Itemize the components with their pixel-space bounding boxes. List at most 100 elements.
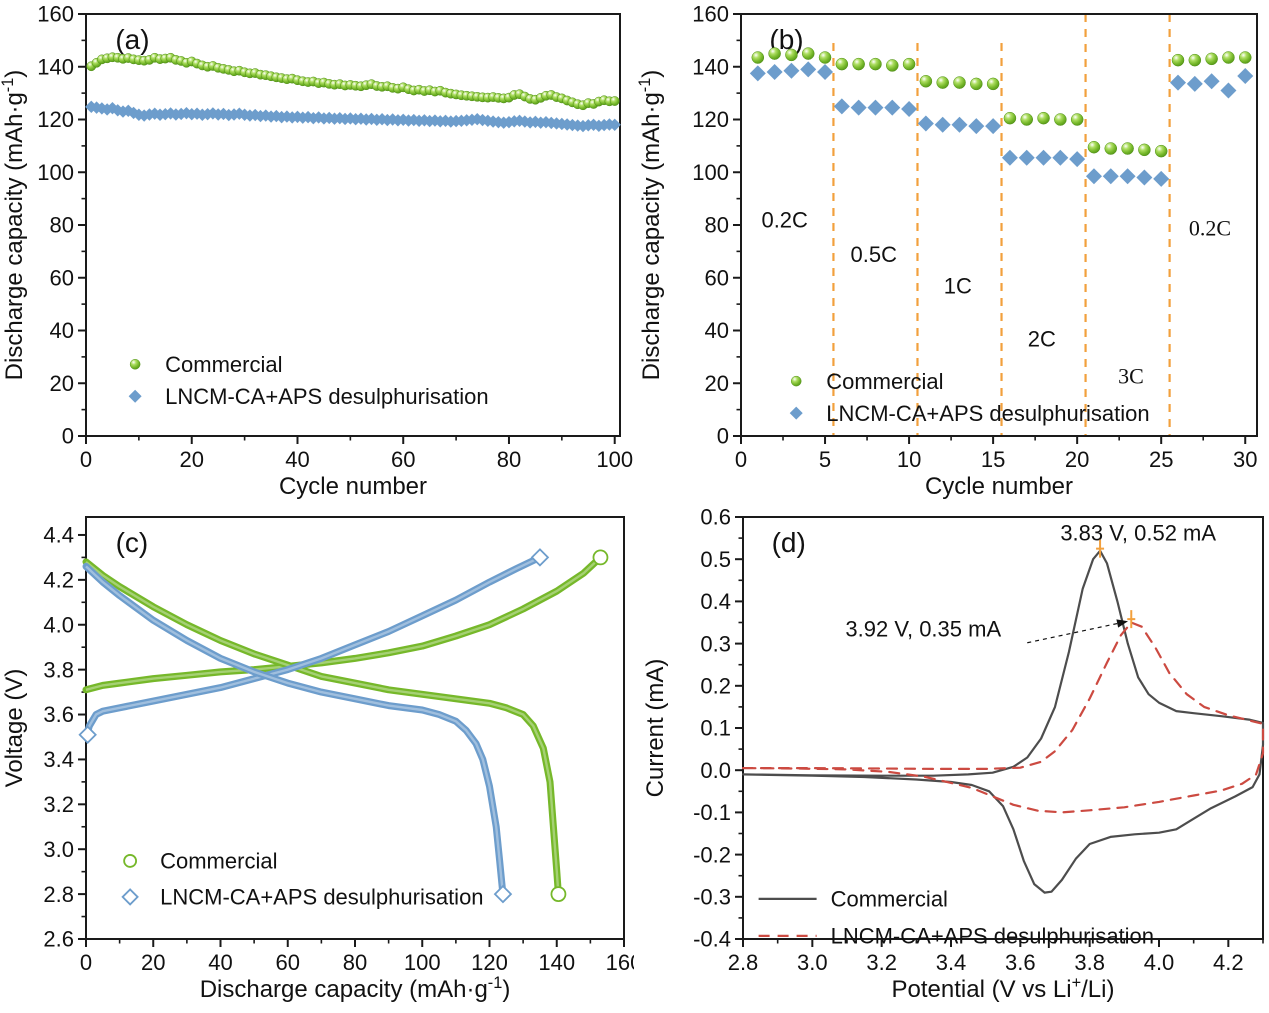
x-tick-label: 30	[1233, 447, 1257, 472]
marker-diamond	[1186, 75, 1203, 92]
marker-sphere	[902, 57, 916, 71]
rate-dividers	[832, 14, 1171, 436]
x-tick-label: 40	[208, 950, 232, 975]
marker-sphere	[1205, 52, 1218, 66]
y-tick-label: 80	[705, 213, 729, 238]
marker-diamond	[1203, 73, 1220, 90]
x-tick-label: 0	[80, 447, 92, 472]
marker-sphere	[1104, 142, 1118, 155]
y-tick-label: 0	[717, 424, 729, 449]
x-tick-label: 3.0	[797, 950, 828, 975]
rate-label: 3C	[1118, 363, 1144, 388]
y-tick-label: 80	[50, 213, 74, 238]
marker-diamond	[901, 100, 918, 117]
x-tick-label: 60	[276, 950, 300, 975]
marker-sphere	[1188, 53, 1202, 67]
y-tick-label: 160	[692, 2, 729, 27]
marker-sphere	[869, 57, 882, 71]
legend: Commercial LNCM-CA+APS desulphurisation	[758, 887, 1154, 949]
marker-sphere	[970, 77, 983, 91]
series-lncm-ca-aps-discharge	[82, 562, 507, 898]
panel-letter: (c)	[116, 527, 149, 558]
x-tick-label: 0	[80, 950, 92, 975]
rate-label: 2C	[1028, 326, 1056, 351]
legend-label: Commercial	[160, 849, 277, 874]
x-tick-label: 4.0	[1144, 950, 1175, 975]
panel-c-chart: 0 20 40 60 80 100 120 140 160 2.6 2.8 3.0 3.2 3.4 3.6 3…	[1, 516, 634, 1003]
marker-diamond	[1052, 149, 1069, 166]
marker-diamond	[1085, 168, 1102, 185]
panel-d: 2.8 3.0 3.2 3.4 3.6 3.8 4.0 4.2 -0.4 -0.3 -0.2 -0.1…	[635, 507, 1269, 1013]
marker-diamond	[1001, 149, 1018, 166]
marker-diamond	[587, 118, 600, 131]
y-tick-label: -0.4	[693, 927, 731, 952]
y-axis-title: Discharge capacity (mAh·g-1)	[0, 70, 28, 381]
marker-sphere	[986, 77, 1000, 91]
x-tick-label: 80	[343, 950, 367, 975]
y-tick-label: 0.1	[700, 716, 731, 741]
y-tick-label: 2.8	[43, 882, 74, 907]
panel-c: 0 20 40 60 80 100 120 140 160 2.6 2.8 3.0 3.2 3.4 3.6 3…	[0, 507, 634, 1013]
y-axis: 2.6 2.8 3.0 3.2 3.4 3.6 3.8 4.0 4.2 4.4	[43, 523, 86, 952]
marker-diamond	[1035, 149, 1052, 166]
marker-sphere	[1020, 113, 1033, 126]
marker-diamond-open	[530, 548, 550, 567]
panel-b: 0 5 10 15 20 25 30 0 20 40 60 80 100 120 140 160 Cycle n…	[635, 0, 1269, 506]
y-tick-label: 3.4	[43, 747, 74, 772]
x-tick-label: 40	[285, 447, 309, 472]
panel-a: 0 20 40 60 80 100 0 20 40 60 80 100 120 140 160 Cycle n…	[0, 0, 634, 506]
marker-diamond	[1136, 169, 1153, 186]
x-tick-label: 2.8	[728, 950, 759, 975]
marker-diamond	[917, 115, 934, 132]
rate-label: 0.2C	[1189, 216, 1231, 241]
rate-label: 1C	[944, 274, 972, 299]
x-tick-label: 15	[981, 447, 1005, 472]
legend-label: LNCM-CA+APS desulphurisation	[831, 924, 1154, 949]
x-axis-title: Cycle number	[925, 473, 1073, 500]
annotations: 3.83 V, 0.52 mA 3.92 V, 0.35 mA	[845, 520, 1216, 644]
y-axis-title: Voltage (V)	[1, 669, 28, 788]
marker-diamond	[1018, 149, 1035, 166]
y-tick-label: 4.4	[43, 523, 74, 548]
legend-label: Commercial	[831, 887, 948, 912]
marker-sphere	[1238, 51, 1252, 64]
plot-frame	[742, 516, 1264, 940]
marker-diamond	[1119, 168, 1136, 185]
y-tick-label: -0.3	[693, 885, 731, 910]
x-tick-label: 140	[538, 950, 575, 975]
series-commercial-discharge	[82, 558, 562, 898]
x-tick-label: 20	[180, 447, 204, 472]
plot-frame	[85, 516, 625, 940]
marker-diamond	[867, 99, 884, 116]
marker-diamond	[1220, 82, 1237, 99]
marker-diamond	[833, 98, 850, 115]
x-axis: 0 20 40 60 80 100 120 140 160	[80, 939, 634, 975]
marker-diamond	[137, 109, 151, 122]
series-commercial	[741, 549, 1265, 894]
marker-diamond	[951, 116, 968, 133]
y-axis: -0.4 -0.3 -0.2 -0.1 0.0 0.1 0.2 0.3 0.4 0.5 0.6	[693, 507, 743, 952]
y-tick-label: 140	[37, 54, 74, 79]
annotation-arrow	[1027, 621, 1127, 644]
y-tick-label: 20	[50, 371, 74, 396]
y-axis: 0 20 40 60 80 100 120 140 160	[37, 2, 86, 449]
marker-diamond	[100, 103, 114, 116]
x-axis: 2.8 3.0 3.2 3.4 3.6 3.8 4.0 4.2	[728, 939, 1264, 975]
x-tick-label: 100	[596, 447, 633, 472]
x-tick-label: 100	[404, 950, 441, 975]
marker-sphere	[801, 47, 815, 60]
panel-d-chart: 2.8 3.0 3.2 3.4 3.6 3.8 4.0 4.2 -0.4 -0.3 -0.2 -0.1…	[642, 507, 1265, 1003]
marker-circle-open	[592, 549, 609, 566]
marker-diamond	[985, 118, 1002, 135]
marker-diamond-open	[493, 884, 513, 904]
legend-label: LNCM-CA+APS desulphurisation	[826, 401, 1149, 426]
marker-sphere	[919, 75, 933, 88]
rate-labels: 0.2C 0.5C 1C 2C 3C 0.2C	[761, 208, 1231, 389]
marker-diamond	[817, 64, 834, 81]
x-axis-title: Discharge capacity (mAh·g-1)	[200, 974, 511, 1003]
x-tick-label: 120	[471, 950, 508, 975]
marker-diamond	[180, 106, 193, 120]
marker-sphere	[1121, 142, 1134, 155]
legend-label: Commercial	[165, 352, 282, 377]
y-tick-label: 0.3	[700, 631, 731, 656]
